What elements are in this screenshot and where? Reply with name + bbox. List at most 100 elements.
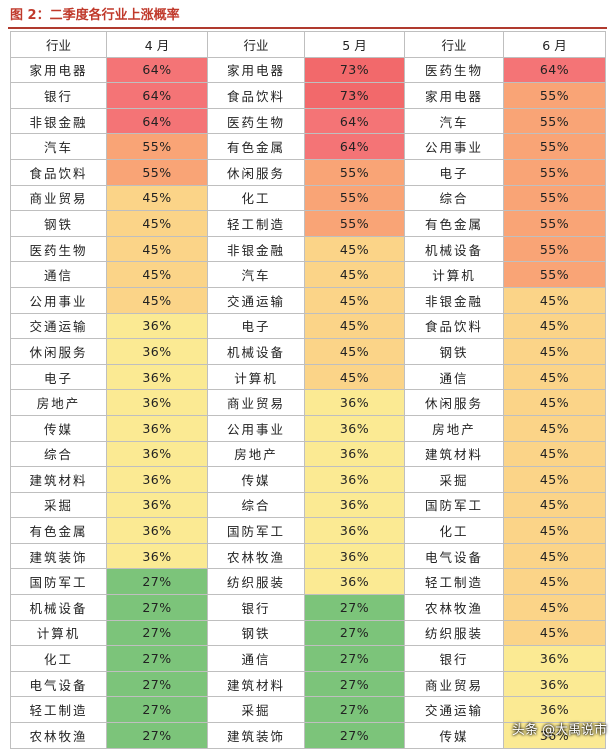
value-april-cell: 64% <box>106 56 208 84</box>
value-may-cell: 36% <box>304 389 405 416</box>
table-row: 国防军工 27% 纺织服装 36% 轻工制造 45% <box>10 568 606 596</box>
table-row: 轻工制造 27% 采掘 27% 交通运输 36% <box>10 696 606 724</box>
value-may-cell: 73% <box>304 56 405 84</box>
table-row: 银行 64% 食品饮料 73% 家用电器 55% <box>10 82 606 109</box>
value-june-cell: 36% <box>503 670 606 698</box>
industry-may-cell: 食品饮料 <box>207 82 305 109</box>
value-june-cell: 45% <box>503 312 606 340</box>
industry-april-cell: 钢铁 <box>10 210 107 237</box>
value-may-cell: 36% <box>304 568 405 596</box>
industry-may-cell: 化工 <box>207 184 305 212</box>
value-may-cell: 45% <box>304 261 405 288</box>
table-row: 公用事业 45% 交通运输 45% 非银金融 45% <box>10 286 606 314</box>
industry-april-cell: 休闲服务 <box>10 338 107 365</box>
value-june-cell: 45% <box>503 389 606 416</box>
industry-may-cell: 商业贸易 <box>207 389 305 416</box>
industry-april-cell: 建筑材料 <box>10 466 107 493</box>
industry-april-cell: 有色金属 <box>10 517 107 544</box>
value-april-cell: 36% <box>106 312 208 340</box>
industry-june-cell: 国防军工 <box>404 491 504 519</box>
value-june-cell: 36% <box>503 696 606 724</box>
value-may-cell: 27% <box>304 645 405 672</box>
industry-april-cell: 医药生物 <box>10 235 107 263</box>
value-april-cell: 55% <box>106 133 208 160</box>
table-row: 食品饮料 55% 休闲服务 55% 电子 55% <box>10 158 606 186</box>
value-may-cell: 64% <box>304 107 405 135</box>
table-row: 化工 27% 通信 27% 银行 36% <box>10 645 606 672</box>
industry-may-cell: 纺织服装 <box>207 568 305 596</box>
table-row: 有色金属 36% 国防军工 36% 化工 45% <box>10 517 606 544</box>
table-row: 机械设备 27% 银行 27% 农林牧渔 45% <box>10 594 606 621</box>
value-april-cell: 36% <box>106 466 208 493</box>
industry-may-cell: 非银金融 <box>207 235 305 263</box>
industry-june-cell: 家用电器 <box>404 82 504 109</box>
industry-april-cell: 计算机 <box>10 619 107 647</box>
industry-probability-table: 行业 4 月 行业 5 月 行业 6 月 家用电器 64% 家用电器 73% 医药生物 6… <box>10 31 606 749</box>
industry-april-cell: 机械设备 <box>10 594 107 621</box>
value-may-cell: 27% <box>304 670 405 698</box>
value-june-cell: 55% <box>503 133 606 160</box>
value-june-cell: 55% <box>503 82 606 109</box>
industry-june-cell: 有色金属 <box>404 210 504 237</box>
value-april-cell: 64% <box>106 107 208 135</box>
industry-may-cell: 传媒 <box>207 466 305 493</box>
value-may-cell: 27% <box>304 594 405 621</box>
header-april: 4 月 <box>106 31 208 58</box>
industry-may-cell: 银行 <box>207 594 305 621</box>
industry-may-cell: 休闲服务 <box>207 158 305 186</box>
table-row: 钢铁 45% 轻工制造 55% 有色金属 55% <box>10 210 606 237</box>
header-row: 行业 4 月 行业 5 月 行业 6 月 <box>10 31 606 58</box>
value-april-cell: 55% <box>106 158 208 186</box>
value-april-cell: 45% <box>106 184 208 212</box>
value-june-cell: 55% <box>503 235 606 263</box>
industry-june-cell: 纺织服装 <box>404 619 504 647</box>
value-may-cell: 27% <box>304 696 405 724</box>
industry-april-cell: 银行 <box>10 82 107 109</box>
value-april-cell: 27% <box>106 722 208 749</box>
value-june-cell: 55% <box>503 107 606 135</box>
industry-may-cell: 公用事业 <box>207 414 305 442</box>
value-june-cell: 45% <box>503 286 606 314</box>
industry-may-cell: 机械设备 <box>207 338 305 365</box>
value-april-cell: 45% <box>106 261 208 288</box>
header-industry-2: 行业 <box>207 31 305 58</box>
table-row: 电气设备 27% 建筑材料 27% 商业贸易 36% <box>10 670 606 698</box>
header-industry-1: 行业 <box>10 31 107 58</box>
industry-june-cell: 交通运输 <box>404 696 504 724</box>
header-industry-3: 行业 <box>404 31 504 58</box>
table-row: 通信 45% 汽车 45% 计算机 55% <box>10 261 606 288</box>
value-april-cell: 27% <box>106 696 208 724</box>
value-april-cell: 36% <box>106 542 208 570</box>
industry-june-cell: 采掘 <box>404 466 504 493</box>
industry-june-cell: 轻工制造 <box>404 568 504 596</box>
value-may-cell: 55% <box>304 184 405 212</box>
value-june-cell: 55% <box>503 210 606 237</box>
value-june-cell: 55% <box>503 158 606 186</box>
value-april-cell: 36% <box>106 414 208 442</box>
table-row: 非银金融 64% 医药生物 64% 汽车 55% <box>10 107 606 135</box>
value-may-cell: 55% <box>304 158 405 186</box>
value-april-cell: 45% <box>106 286 208 314</box>
table-row: 建筑装饰 36% 农林牧渔 36% 电气设备 45% <box>10 542 606 570</box>
industry-june-cell: 电子 <box>404 158 504 186</box>
value-june-cell: 45% <box>503 338 606 365</box>
value-may-cell: 36% <box>304 491 405 519</box>
value-april-cell: 27% <box>106 619 208 647</box>
industry-may-cell: 轻工制造 <box>207 210 305 237</box>
industry-april-cell: 汽车 <box>10 133 107 160</box>
industry-may-cell: 钢铁 <box>207 619 305 647</box>
industry-april-cell: 建筑装饰 <box>10 542 107 570</box>
table-row: 采掘 36% 综合 36% 国防军工 45% <box>10 491 606 519</box>
industry-june-cell: 建筑材料 <box>404 440 504 468</box>
value-april-cell: 45% <box>106 235 208 263</box>
industry-april-cell: 电子 <box>10 363 107 391</box>
industry-june-cell: 商业贸易 <box>404 670 504 698</box>
industry-june-cell: 钢铁 <box>404 338 504 365</box>
value-april-cell: 36% <box>106 338 208 365</box>
value-may-cell: 36% <box>304 517 405 544</box>
industry-june-cell: 综合 <box>404 184 504 212</box>
industry-may-cell: 电子 <box>207 312 305 340</box>
value-june-cell: 45% <box>503 466 606 493</box>
industry-june-cell: 非银金融 <box>404 286 504 314</box>
value-june-cell: 45% <box>503 517 606 544</box>
